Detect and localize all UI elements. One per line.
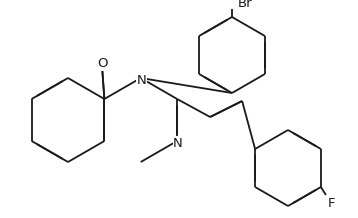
Text: Br: Br: [238, 0, 253, 10]
Text: F: F: [328, 196, 335, 209]
Text: N: N: [137, 73, 147, 87]
Text: O: O: [97, 56, 108, 70]
Text: N: N: [173, 136, 183, 150]
